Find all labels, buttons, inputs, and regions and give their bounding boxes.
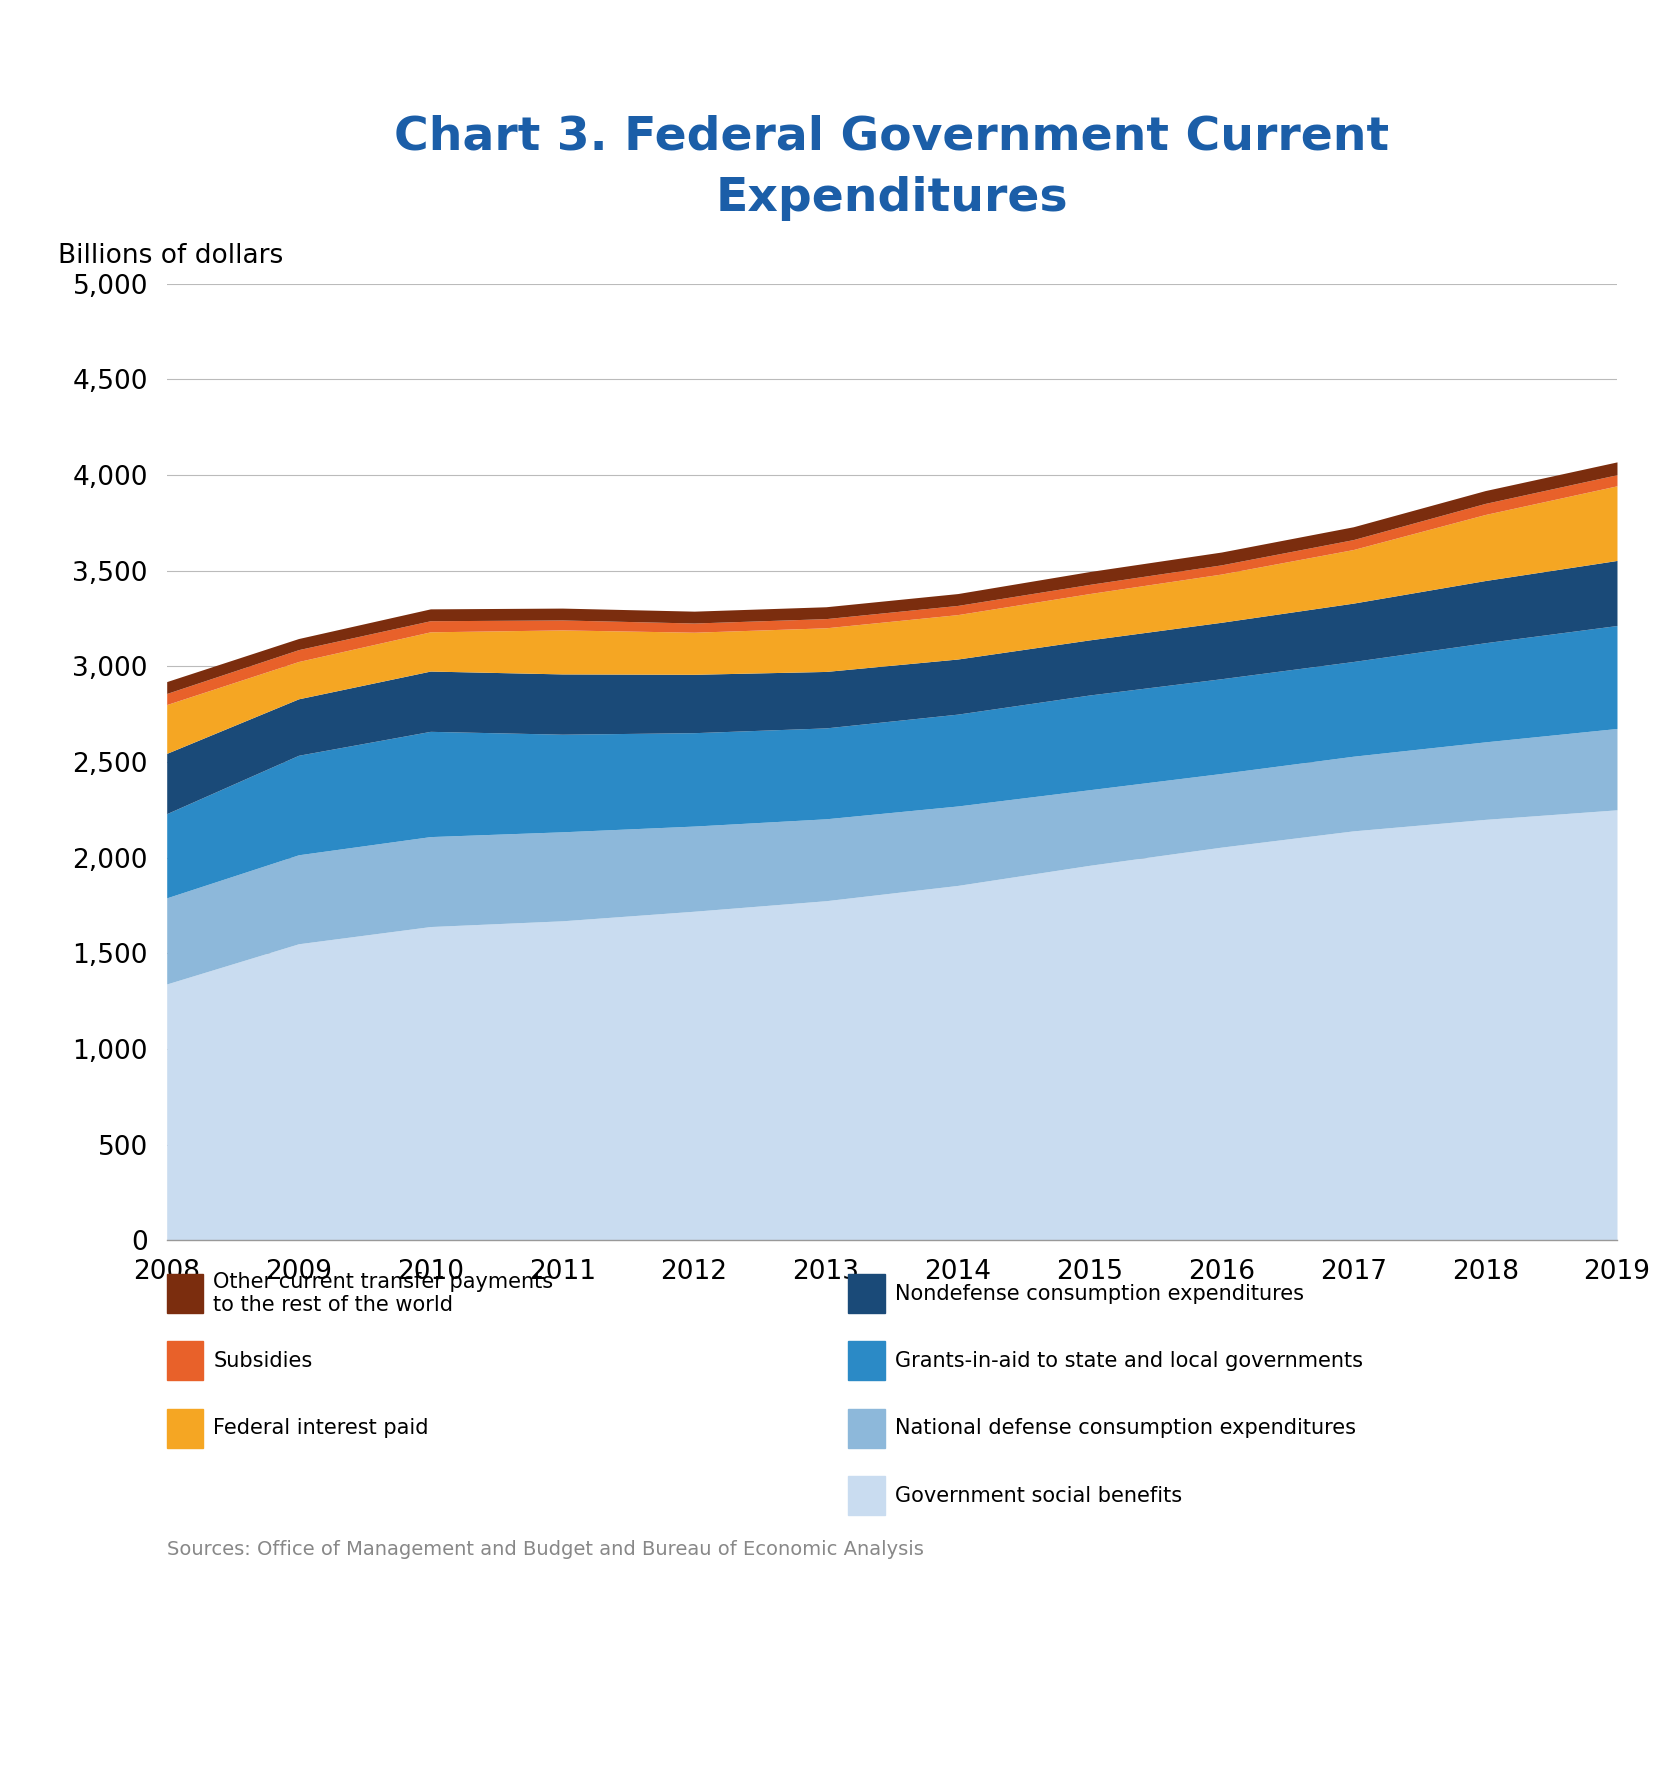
Text: Government social benefits: Government social benefits: [895, 1485, 1182, 1506]
Text: Subsidies: Subsidies: [213, 1350, 313, 1372]
Text: Billions of dollars: Billions of dollars: [58, 243, 283, 269]
Text: Federal interest paid: Federal interest paid: [213, 1418, 428, 1439]
Text: Other current transfer payments
to the rest of the world: Other current transfer payments to the r…: [213, 1272, 553, 1315]
Text: Sources: Office of Management and Budget and Bureau of Economic Analysis: Sources: Office of Management and Budget…: [167, 1540, 924, 1559]
Text: Grants-in-aid to state and local governments: Grants-in-aid to state and local governm…: [895, 1350, 1364, 1372]
Text: Nondefense consumption expenditures: Nondefense consumption expenditures: [895, 1283, 1304, 1304]
Text: Chart 3. Federal Government Current: Chart 3. Federal Government Current: [395, 113, 1389, 159]
Text: National defense consumption expenditures: National defense consumption expenditure…: [895, 1418, 1355, 1439]
Text: Expenditures: Expenditures: [715, 177, 1069, 222]
